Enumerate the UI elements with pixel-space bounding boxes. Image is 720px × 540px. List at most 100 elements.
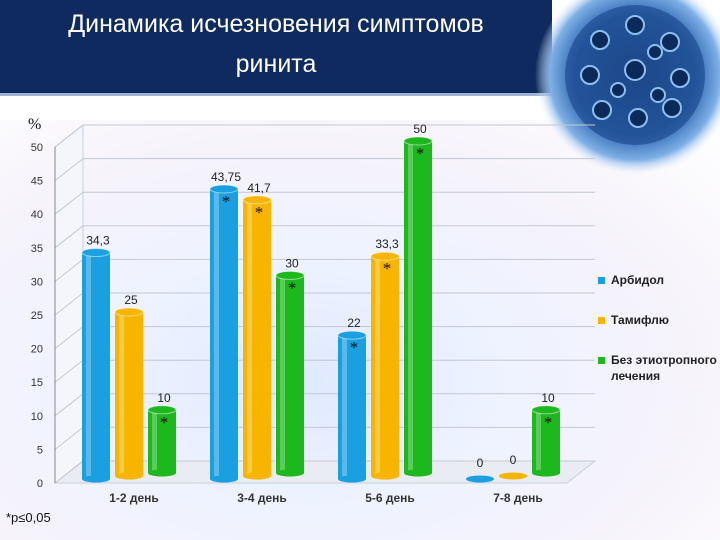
bar-top [403,136,433,146]
bar-value-label: 0 [510,453,517,467]
y-tick-label: 50 [31,142,43,154]
significance-star: * [222,192,231,211]
bar-value-label: 50 [413,122,427,136]
bar-арбидол [337,330,367,483]
bar-без [531,405,561,477]
significance-star: * [544,413,553,432]
bar-без [147,405,177,477]
bar-body [404,141,432,473]
bar-highlight [280,275,285,473]
y-tick-label: 0 [37,478,43,490]
bar-top [370,251,400,261]
bar-без [275,270,305,477]
bar-base [210,475,238,483]
legend-swatch [598,277,605,284]
bar-value-label: 30 [285,256,299,270]
y-axis-label: % [28,116,42,133]
bar-highlight [375,256,380,476]
bar-body [243,199,271,476]
bar-value-label: 41,7 [247,181,271,195]
bar-highlight [247,199,252,476]
y-tick-label: 20 [31,344,43,356]
bar-top [209,184,239,194]
bar-body [115,312,143,476]
bar-base [276,469,304,477]
legend-label: Тамифлю [611,313,670,327]
bar-body [371,256,399,476]
bar-highlight [214,189,219,479]
bar-арбидол [209,184,239,483]
bar-арбидол [466,475,494,483]
bar-body [210,189,238,479]
gridline [54,191,595,215]
bar-body [148,409,176,473]
bar-base [404,469,432,477]
bar-highlight [119,312,124,476]
bar-zero-disc [499,472,527,480]
significance-star: * [416,144,425,163]
bar-top [531,405,561,415]
bar-value-label: 10 [157,391,171,405]
bar-value-label: 43,75 [211,170,241,184]
legend-swatch [598,317,605,324]
legend-item: Без этиотропного лечения [598,352,718,384]
chart-legend: Арбидол Тамифлю Без этиотропного лечения [598,272,718,408]
y-tick-label: 15 [31,377,43,389]
bar-highlight [342,335,347,479]
bar-top [275,270,305,280]
title-line-1: Динамика исчезновения симптомов [68,10,484,38]
gridline [54,258,595,282]
bar-top [147,405,177,415]
legend-item: Арбидол [598,272,718,288]
title-line-2: ринита [235,50,317,78]
bar-highlight [152,409,157,473]
x-category-label: 1-2 день [109,491,159,505]
bar-highlight [536,409,541,473]
bar-base [338,475,366,483]
gridline [54,158,595,181]
y-tick-label: 25 [31,310,43,322]
bar-top [81,248,111,258]
bar-body [532,409,560,473]
gridline [54,225,595,249]
y-tick-label: 45 [31,176,43,188]
bar-base [82,475,110,483]
significance-footnote: *p≤0,05 [6,510,51,525]
significance-star: * [350,338,359,357]
legend-label: Без этиотропного лечения [611,353,717,383]
y-tick-label: 40 [31,209,43,221]
bar-value-label: 0 [477,456,484,470]
legend-item: Тамифлю [598,312,718,328]
bar-top [114,307,144,317]
bar-тамифлю [114,307,144,480]
bar-value-label: 34,3 [86,234,110,248]
slide-title: Динамика исчезновения симптомов ринита [0,4,552,84]
bar-value-label: 10 [541,391,555,405]
bar-body [338,335,366,479]
bar-highlight [86,252,91,479]
x-category-label: 7-8 день [493,491,543,505]
bar-value-label: 22 [347,316,361,330]
gridline [54,124,595,148]
bar-base [115,472,143,480]
bar-highlight [408,141,413,473]
y-tick-label: 10 [31,411,43,423]
title-divider [0,93,720,96]
bar-body [276,275,304,473]
bar-base [532,469,560,477]
bar-top [242,195,272,205]
y-tick-label: 5 [37,444,43,456]
bar-тамифлю [242,195,272,480]
virus-illustration [535,0,720,175]
significance-star: * [160,413,169,432]
bar-тамифлю [499,472,527,480]
legend-swatch [598,357,605,364]
bar-body [82,252,110,479]
legend-label: Арбидол [611,273,665,287]
significance-star: * [288,278,297,297]
significance-star: * [383,259,392,278]
bar-base [371,472,399,480]
bar-zero-disc [466,475,494,483]
bar-value-label: 33,3 [375,237,399,251]
